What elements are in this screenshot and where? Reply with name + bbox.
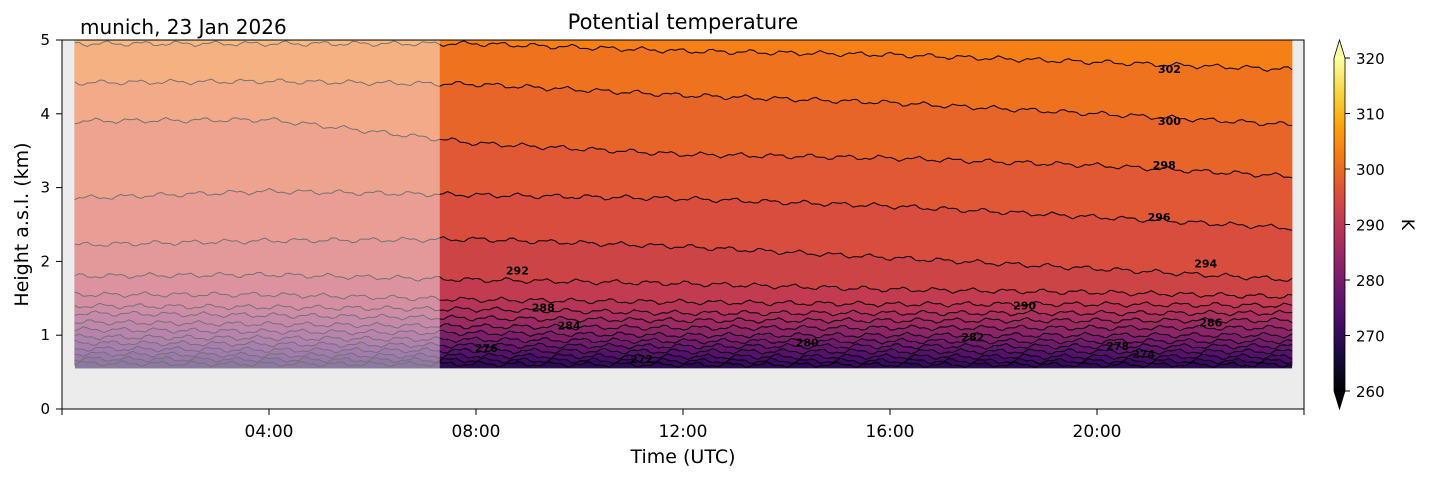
colorbar-ticks: 260 270 280 290 300 310 320 [1345, 50, 1385, 401]
contour-line [74, 310, 1293, 324]
colorbar-extend-min [1334, 391, 1345, 409]
y-tick-label: 3 [40, 179, 50, 197]
contour-lines [74, 40, 1293, 369]
contour-label: 290 [1013, 299, 1036, 312]
contour-label: 288 [532, 302, 555, 315]
contour-line [74, 116, 1293, 179]
contour-line [74, 355, 1293, 365]
colorbar-tick-label: 260 [1356, 383, 1385, 401]
contour-label: 272 [630, 353, 653, 366]
contour-label: 274 [1132, 348, 1155, 361]
x-tick-label: 16:00 [866, 422, 915, 442]
colorbar-tick-label: 300 [1356, 161, 1385, 179]
contour-line [74, 345, 1293, 355]
chart-title: Potential temperature [568, 10, 799, 34]
y-tick-label: 0 [40, 400, 50, 418]
colorbar-tick-label: 270 [1356, 328, 1385, 346]
x-tick-label: 04:00 [245, 422, 294, 442]
x-tick-label: 08:00 [452, 422, 501, 442]
colorbar-tick-label: 290 [1356, 217, 1385, 235]
contour-line [74, 339, 1293, 350]
y-tick-label: 5 [40, 31, 50, 49]
contour-label: 282 [961, 331, 984, 344]
contour-label: 284 [558, 319, 581, 332]
contour-label: 296 [1148, 211, 1171, 224]
y-tick-label: 4 [40, 105, 50, 123]
colorbar-extend-max [1334, 40, 1345, 58]
faded-region-overlay [74, 40, 440, 369]
x-tick-label: 12:00 [659, 422, 708, 442]
contour-line [74, 350, 1293, 361]
y-axis-label: Height a.s.l. (km) [11, 142, 33, 306]
contour-line [74, 236, 1293, 282]
contour-label: 300 [1158, 115, 1181, 128]
colorbar-tick-label: 280 [1356, 272, 1385, 290]
y-axis-ticks: 0 1 2 3 4 5 [40, 31, 62, 418]
contour-line [74, 40, 1293, 72]
contour-label: 292 [506, 265, 529, 278]
y-tick-label: 2 [40, 252, 50, 270]
contour-line [74, 333, 1293, 345]
colorbar-body [1334, 58, 1345, 391]
colorbar-tick-label: 310 [1356, 106, 1385, 124]
contour-label: 294 [1194, 257, 1217, 270]
colorbar-tick-label: 320 [1356, 50, 1385, 68]
y-tick-label: 1 [40, 326, 50, 344]
x-tick-label: 20:00 [1073, 422, 1122, 442]
contour-line [74, 78, 1293, 127]
contour-line [74, 319, 1293, 332]
contour-line [74, 291, 1293, 309]
contour-line [74, 326, 1293, 339]
contour-line [74, 360, 1293, 369]
contour-label: 278 [1106, 340, 1129, 353]
contour-label: 298 [1153, 159, 1176, 172]
contour-line [74, 187, 1293, 231]
contour-line [74, 271, 1293, 299]
contour-line [74, 302, 1293, 317]
colorbar-label: K [1397, 219, 1417, 231]
colorbar: 260 270 280 290 300 310 320 K [1333, 38, 1417, 411]
x-axis-ticks: 04:00 08:00 12:00 16:00 20:00 [61, 409, 1305, 442]
contour-label: 280 [796, 336, 819, 349]
location-date-label: munich, 23 Jan 2026 [80, 15, 287, 39]
x-axis-label: Time (UTC) [629, 446, 735, 468]
contour-label: 302 [1158, 63, 1181, 76]
contour-label: 276 [475, 342, 498, 355]
contour-label: 286 [1199, 316, 1222, 329]
